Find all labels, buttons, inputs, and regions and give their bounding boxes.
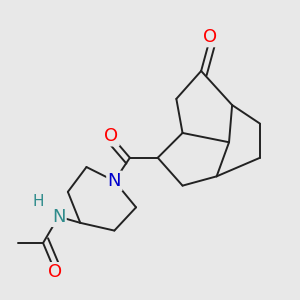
Text: N: N bbox=[52, 208, 65, 226]
Text: N: N bbox=[108, 172, 121, 190]
Text: O: O bbox=[48, 263, 62, 281]
Text: H: H bbox=[33, 194, 44, 209]
Text: O: O bbox=[203, 28, 218, 46]
Text: O: O bbox=[104, 127, 118, 145]
